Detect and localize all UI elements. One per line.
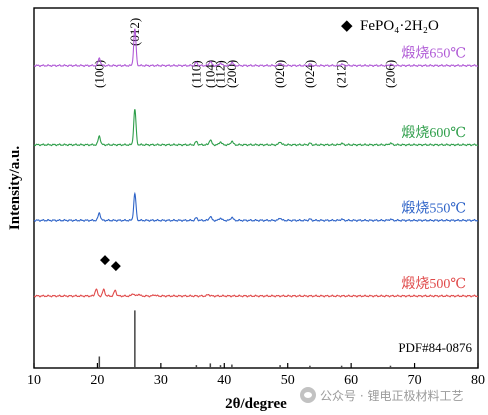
peak-label: (104): [202, 60, 217, 88]
series-line: [33, 288, 479, 298]
peak-label: (024): [302, 60, 317, 88]
x-tick-label: 20: [90, 373, 104, 388]
peak-label: (212): [334, 60, 349, 88]
x-axis-label: 2θ/degree: [225, 396, 287, 412]
x-axis-ticks: 10 20 30 40 50 60 70 80: [27, 363, 485, 388]
series-label-group: 煅烧650℃ 煅烧600℃ 煅烧550℃ 煅烧500℃: [401, 46, 466, 292]
series-line: [33, 109, 479, 147]
phase-marker: ◆: [111, 258, 121, 273]
peak-label: (200): [224, 60, 239, 88]
x-tick-label: 40: [217, 373, 231, 388]
series-label: 煅烧500℃: [401, 276, 466, 292]
reference-pattern: [98, 310, 392, 368]
series-line: [33, 191, 479, 222]
x-tick-label: 10: [27, 373, 41, 388]
legend-marker: ◆: [341, 18, 353, 34]
reference-label: PDF#84-0876: [398, 340, 472, 355]
series-label: 煅烧550℃: [401, 200, 466, 216]
series-group: [33, 28, 479, 298]
legend-label: FePO₄·2H₂O: [360, 18, 439, 34]
x-tick-label: 70: [408, 373, 422, 388]
x-tick-label: 80: [471, 373, 485, 388]
plot-frame: [33, 7, 479, 369]
peak-label: (206): [382, 60, 397, 88]
series-line: [33, 28, 479, 68]
series-label: 煅烧650℃: [401, 46, 466, 62]
peak-label: (110): [188, 60, 203, 88]
peak-label: (020): [272, 60, 287, 88]
peak-label: (112): [212, 60, 227, 88]
peak-label: (100): [91, 60, 106, 88]
phase-marker: ◆: [100, 252, 110, 267]
phase-marker-group: ◆ ◆: [100, 252, 121, 273]
y-axis-label: Intensity/a.u.: [7, 146, 23, 230]
x-tick-label: 30: [154, 373, 168, 388]
x-tick-label: 50: [281, 373, 295, 388]
series-label: 煅烧600℃: [401, 125, 466, 141]
x-tick-label: 60: [344, 373, 358, 388]
